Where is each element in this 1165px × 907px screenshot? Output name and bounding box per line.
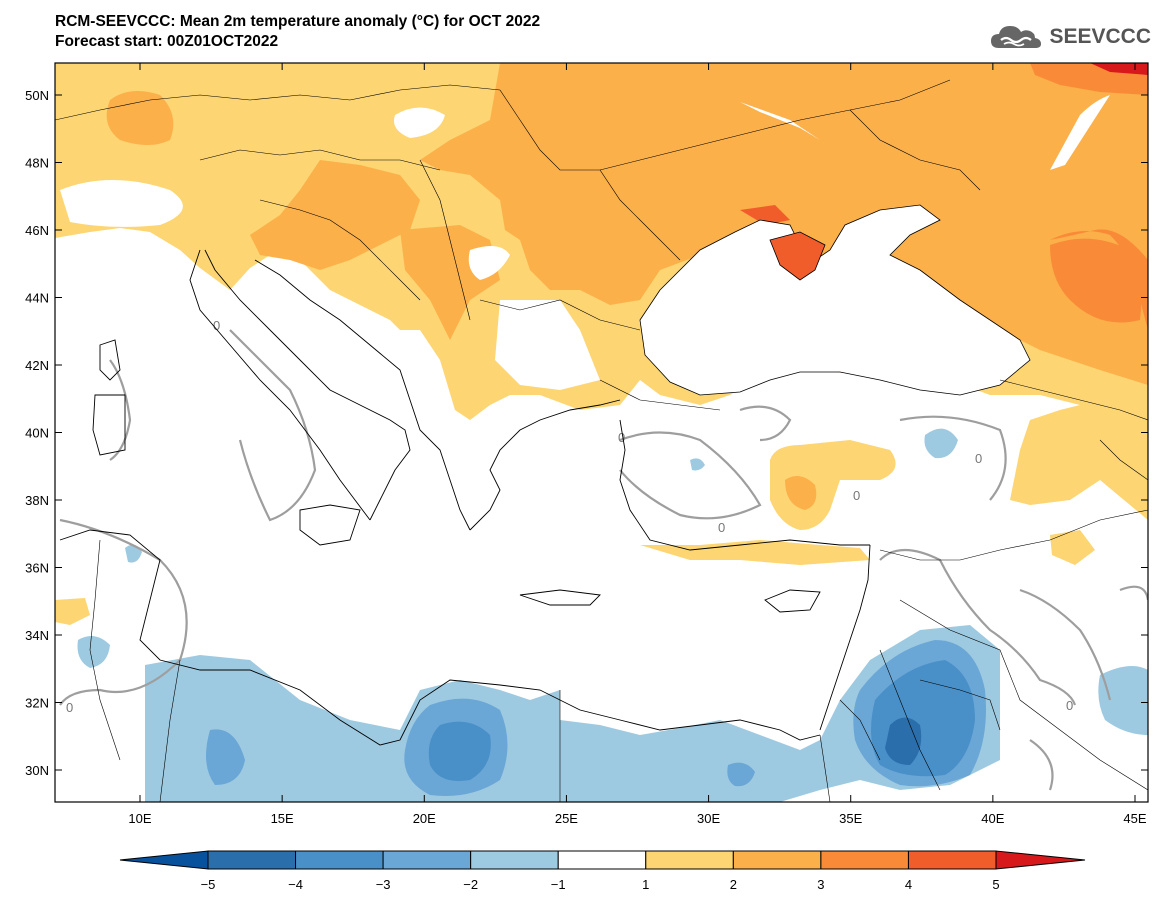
lat-tick-label: 50N xyxy=(25,88,49,103)
contour-label: 0 xyxy=(718,520,725,535)
cloud-icon xyxy=(991,26,1042,48)
colorbar-bin xyxy=(732,850,822,870)
chart-title: RCM-SEEVCCC: Mean 2m temperature anomaly… xyxy=(55,13,541,30)
colorbar-extend-high xyxy=(995,850,1086,870)
cold-region-libya-west xyxy=(206,729,245,785)
lat-tick-label: 42N xyxy=(25,358,49,373)
lat-tick-label: 48N xyxy=(25,156,49,171)
contour-label: 0 xyxy=(853,488,860,503)
lat-tick-label: 32N xyxy=(25,696,49,711)
cool-region-anatolia-east xyxy=(924,428,958,459)
colorbar-label: −4 xyxy=(288,877,303,892)
neutral-pocket-bulgaria xyxy=(495,300,600,390)
lon-tick-label: 15E xyxy=(271,811,294,826)
warm-region-anatolia xyxy=(1010,400,1148,520)
lat-tick-label: 46N xyxy=(25,223,49,238)
colorbar-label: 5 xyxy=(992,877,999,892)
colorbar-label: −1 xyxy=(551,877,566,892)
warm-region-south-anatolia-coast xyxy=(640,540,870,565)
lat-tick-label: 30N xyxy=(25,763,49,778)
colorbar-bin xyxy=(645,850,734,870)
lon-tick-label: 35E xyxy=(839,811,862,826)
lon-tick-label: 45E xyxy=(1123,811,1146,826)
lake-white xyxy=(740,102,820,140)
colorbar-label: −3 xyxy=(376,877,391,892)
contour-label: 0 xyxy=(66,700,73,715)
colorbar-label: 3 xyxy=(817,877,824,892)
contour-label: 0 xyxy=(213,318,220,333)
colorbar: −5 −4 −3 −2 −1 1 2 3 4 5 xyxy=(119,850,1086,892)
lat-tick-label: 38N xyxy=(25,493,49,508)
lon-tick-label: 20E xyxy=(413,811,436,826)
colorbar-label: −5 xyxy=(201,877,216,892)
warm-region-central-europe xyxy=(250,160,420,270)
latitude-axis: 30N 32N 34N 36N 38N 40N 42N 44N 46N 48N 50N xyxy=(25,88,1148,778)
country-borders xyxy=(55,79,1148,802)
hot-region-azov xyxy=(740,205,790,225)
colorbar-bin xyxy=(557,850,647,870)
neutral-pocket-alps xyxy=(60,180,183,227)
colorbar-bin xyxy=(820,850,909,870)
contour-label: 0 xyxy=(975,451,982,466)
cold-region-libya-core xyxy=(428,721,491,781)
contour-label: 0 xyxy=(618,430,625,445)
colorbar-bin xyxy=(207,850,297,870)
colorbar-label: 2 xyxy=(730,877,737,892)
lat-tick-label: 44N xyxy=(25,291,49,306)
colorbar-extend-low xyxy=(119,850,209,870)
lon-tick-label: 10E xyxy=(128,811,151,826)
lat-tick-label: 40N xyxy=(25,426,49,441)
lon-tick-label: 25E xyxy=(555,811,578,826)
lat-tick-label: 34N xyxy=(25,628,49,643)
cold-region-egypt xyxy=(727,762,755,787)
logo-text: SEEVCCC xyxy=(1049,25,1151,48)
forecast-subtitle: Forecast start: 00Z01OCT2022 xyxy=(55,33,279,50)
lat-tick-label: 36N xyxy=(25,561,49,576)
longitude-axis: 10E 15E 20E 25E 30E 35E 40E 45E xyxy=(128,63,1147,826)
hot-region-northeast-corner xyxy=(1090,63,1148,75)
colorbar-label: 4 xyxy=(905,877,912,892)
colorbar-label: −2 xyxy=(463,877,478,892)
crimea xyxy=(769,231,826,281)
anomaly-fields: 0 0 0 0 0 0 0 xyxy=(55,63,1148,802)
cool-region-anatolia-west xyxy=(690,458,705,471)
neutral-pocket-serbia xyxy=(468,246,510,280)
hot-region-caucasus xyxy=(1050,238,1142,323)
colorbar-bin xyxy=(382,850,472,870)
colorbar-bin xyxy=(295,850,384,870)
warm-region-alps xyxy=(106,91,174,145)
cool-region-algeria-coast xyxy=(125,544,142,563)
zero-contour-labels: 0 0 0 0 0 0 0 xyxy=(66,318,1073,715)
cool-region-tunisia xyxy=(77,636,110,668)
colorbar-label: 1 xyxy=(642,877,649,892)
neutral-pocket-carpathians xyxy=(394,107,445,138)
warm-region-africa-west xyxy=(55,598,90,625)
warm-region-anatolia-center xyxy=(785,476,817,510)
warm-region-levant xyxy=(1050,530,1095,565)
contour-label: 0 xyxy=(1066,698,1073,713)
colorbar-bin xyxy=(470,850,559,870)
coastlines xyxy=(59,249,871,746)
lon-tick-label: 40E xyxy=(981,811,1004,826)
cool-region-iraq xyxy=(1098,666,1148,735)
colorbar-bin xyxy=(907,850,997,870)
seevccc-logo: SEEVCCC xyxy=(989,22,1151,52)
cold-region-jordan-peak xyxy=(885,717,922,765)
lon-tick-label: 30E xyxy=(697,811,720,826)
lake-white-2 xyxy=(1050,95,1110,170)
